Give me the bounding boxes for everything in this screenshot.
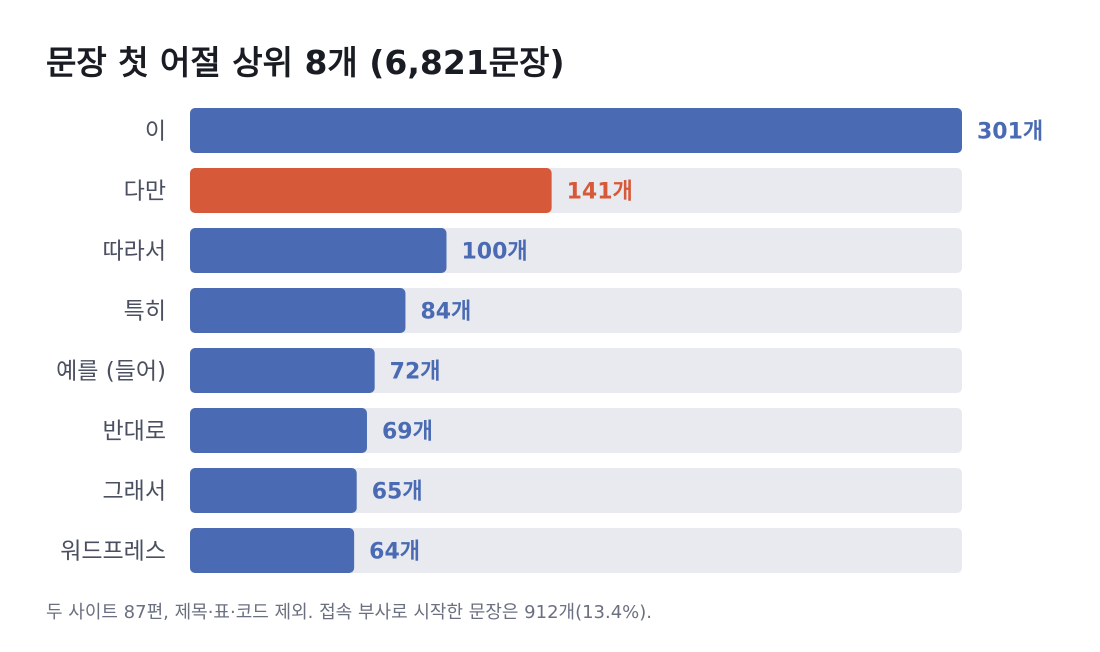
value-label: 64개 — [369, 540, 420, 565]
bar-track — [190, 528, 962, 573]
category-label: 그래서 — [103, 479, 166, 505]
category-label: 다만 — [124, 179, 166, 205]
category-label: 예를 (들어) — [56, 359, 166, 385]
bar — [190, 528, 355, 573]
bar-track — [190, 408, 962, 453]
bar — [190, 348, 375, 393]
value-label: 100개 — [461, 240, 527, 265]
bar — [190, 468, 357, 513]
bar — [190, 408, 367, 453]
category-label: 특히 — [124, 299, 166, 325]
bar — [190, 168, 552, 213]
category-label: 이 — [145, 119, 166, 145]
bar — [190, 288, 406, 333]
category-label: 워드프레스 — [60, 539, 166, 565]
value-label: 84개 — [420, 300, 471, 325]
bar-track — [190, 348, 962, 393]
bar — [190, 108, 962, 153]
chart-footnote: 두 사이트 87편, 제목·표·코드 제외. 접속 부사로 시작한 문장은 91… — [46, 602, 652, 623]
value-label: 301개 — [977, 120, 1043, 145]
category-label: 반대로 — [103, 419, 166, 445]
chart-title: 문장 첫 어절 상위 8개 (6,821문장) — [46, 43, 565, 82]
bar-track — [190, 468, 962, 513]
value-label: 141개 — [567, 180, 633, 205]
value-label: 69개 — [382, 420, 433, 445]
value-label: 65개 — [372, 480, 423, 505]
category-label: 따라서 — [103, 239, 166, 265]
value-label: 72개 — [390, 360, 441, 385]
bar — [190, 228, 447, 273]
